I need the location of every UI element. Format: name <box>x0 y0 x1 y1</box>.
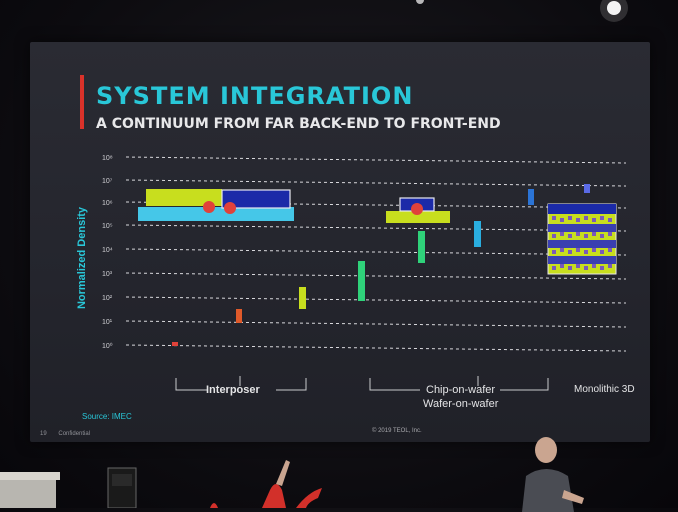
category-label-wafer-on-wafer: Wafer-on-wafer <box>423 398 499 410</box>
gridline <box>125 248 627 256</box>
cow-red-dot <box>411 203 423 215</box>
gridline <box>125 156 627 164</box>
y-tick-label: 10⁵ <box>102 223 113 230</box>
y-tick-label: 10⁴ <box>102 247 113 254</box>
y-tick-label: 10⁷ <box>102 178 113 185</box>
gridline <box>125 320 627 328</box>
cow-yellow-bar <box>386 211 450 223</box>
blue-mark <box>584 184 590 193</box>
gridline <box>125 224 627 232</box>
blue-bar <box>528 189 534 205</box>
slide-title: SYSTEM INTEGRATION <box>96 82 414 110</box>
y-tick-label: 10¹ <box>102 319 113 326</box>
source-note: Source: IMEC <box>82 412 132 421</box>
category-label-interposer: Interposer <box>206 384 260 396</box>
category-label-chip-on-wafer: Chip-on-wafer <box>426 384 496 396</box>
presentation-slide <box>30 42 650 442</box>
presenter <box>522 437 584 512</box>
gridline <box>125 201 627 209</box>
interposer-blue-outline-box <box>221 189 291 209</box>
gridline <box>125 272 627 280</box>
gridlines <box>125 156 627 352</box>
cyan-bar <box>474 221 481 247</box>
interposer-yellow-bar <box>146 189 222 206</box>
yellow-bar <box>299 287 306 309</box>
y-tick-label: 10³ <box>102 271 113 278</box>
stage-lights <box>416 0 628 22</box>
y-tick-label: 10² <box>102 295 113 302</box>
category-label-monolithic-3d: Monolithic 3D <box>574 384 635 395</box>
title-accent-bar <box>80 75 84 129</box>
copyright-note: © 2019 TEOL, Inc. <box>372 428 422 434</box>
y-tick-label: 10⁸ <box>102 155 113 162</box>
y-tick-label: 10⁰ <box>102 342 113 350</box>
slide-footer-left: 19 Confidential <box>40 431 100 437</box>
interposer-cyan-bar <box>138 207 294 221</box>
green-bar <box>358 261 365 301</box>
slide-subtitle: A CONTINUUM FROM FAR BACK-END TO FRONT-E… <box>96 116 501 132</box>
monolithic-3d-stack <box>547 203 617 275</box>
interposer-red-dot <box>224 202 236 214</box>
green-bar <box>418 231 425 263</box>
confidential-label: Confidential <box>58 431 91 437</box>
interposer-bracket <box>175 378 307 391</box>
gridline <box>125 344 627 352</box>
audience-foreground <box>0 460 322 508</box>
page-number: 19 <box>40 431 47 437</box>
gridline <box>125 179 627 187</box>
orange-bar <box>236 309 242 323</box>
gridline <box>125 296 627 304</box>
chip-on-wafer-bracket <box>369 378 549 391</box>
interposer-red-dot <box>203 201 215 213</box>
small-red-mark <box>172 342 178 346</box>
y-tick-label: 10⁶ <box>102 200 113 207</box>
